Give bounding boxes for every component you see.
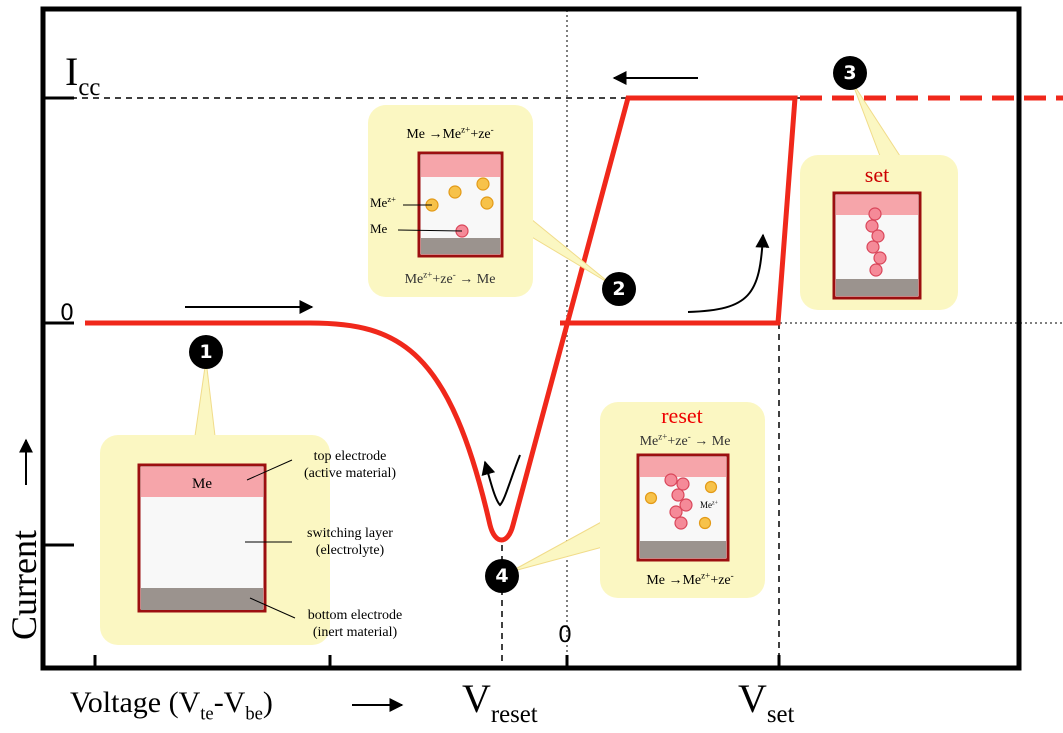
x-axis-label: Voltage (Vte-Vbe) xyxy=(70,686,273,725)
arrow xyxy=(481,454,521,507)
ticks xyxy=(43,96,781,668)
text-part: - xyxy=(688,431,691,441)
zero-label: 0 xyxy=(558,623,572,648)
annotation: switching layer xyxy=(307,526,393,541)
annotation: top electrode xyxy=(314,449,387,464)
text-part: z+ xyxy=(658,431,667,441)
arrow xyxy=(687,233,770,313)
equation: Mez++ze- → Me xyxy=(405,269,496,287)
ion-label: Mez+ xyxy=(370,194,396,210)
text-part: z+ xyxy=(701,570,710,580)
text-part: Voltage (V xyxy=(70,686,201,719)
text-part: Me →Me xyxy=(646,573,701,588)
text-part: +ze xyxy=(432,272,452,287)
pointer xyxy=(194,359,216,437)
text-part: Me →Me xyxy=(406,127,461,142)
text-part: Me xyxy=(700,500,712,510)
top-electrode xyxy=(141,467,263,497)
step-title: set xyxy=(865,162,889,187)
annotation: (active material) xyxy=(304,466,396,481)
text-part: V xyxy=(462,676,491,721)
text-part: +ze xyxy=(710,573,730,588)
text-part: Me xyxy=(370,195,388,210)
bottom-electrode xyxy=(141,588,263,610)
step-number: 4 xyxy=(495,565,508,587)
top-electrode xyxy=(421,155,500,177)
vreset-label: Vreset xyxy=(462,676,538,728)
text-part: cc xyxy=(78,74,100,101)
zero-label: 0 xyxy=(60,301,74,326)
step-number: 3 xyxy=(843,62,856,84)
text-part: set xyxy=(767,701,795,728)
text-part: z+ xyxy=(423,269,432,279)
text-part: - xyxy=(453,269,456,279)
y-axis-label: Current xyxy=(4,530,44,640)
pointer xyxy=(509,519,611,573)
annotation: bottom electrode xyxy=(308,608,402,623)
pointer xyxy=(519,208,613,286)
icc-label: Icc xyxy=(65,49,100,101)
equation: Mez++ze- → Me xyxy=(640,431,731,449)
text-part: Me xyxy=(405,272,424,287)
ion-label: Mez+ xyxy=(700,500,719,510)
text-part: be xyxy=(245,704,263,725)
atom-label: Me xyxy=(370,221,388,236)
vset-label: Vset xyxy=(738,676,795,728)
text-part: reset xyxy=(491,701,538,728)
layer-label: Me xyxy=(192,476,212,492)
text-part: → Me xyxy=(691,434,731,449)
annotation: (inert material) xyxy=(313,625,398,640)
text-part: Me xyxy=(640,434,659,449)
step-title: reset xyxy=(661,403,703,428)
equation: Me →Mez++ze- xyxy=(406,124,493,142)
text-part: z+ xyxy=(461,124,470,134)
text-part: - xyxy=(491,124,494,134)
text-part: +ze xyxy=(470,127,490,142)
text-part: V xyxy=(738,676,767,721)
step-number: 2 xyxy=(612,278,625,300)
text-part: ) xyxy=(263,686,273,719)
text-part: te xyxy=(200,704,213,725)
equation: Me →Mez++ze- xyxy=(646,570,733,588)
text-part: +ze xyxy=(667,434,687,449)
bottom-electrode xyxy=(421,238,500,254)
step-markers: 1 2 3 4 xyxy=(189,56,867,593)
text-part: z+ xyxy=(712,500,719,506)
pointer xyxy=(851,81,901,157)
text-part: - xyxy=(731,570,734,580)
step-number: 1 xyxy=(199,341,212,363)
text-part: z+ xyxy=(387,194,396,204)
text-part: -V xyxy=(214,686,246,719)
iv-curve xyxy=(85,95,798,543)
frame xyxy=(40,6,1022,671)
text-part: → Me xyxy=(456,272,496,287)
annotation: (electrolyte) xyxy=(316,543,385,558)
text-part: I xyxy=(65,49,78,94)
